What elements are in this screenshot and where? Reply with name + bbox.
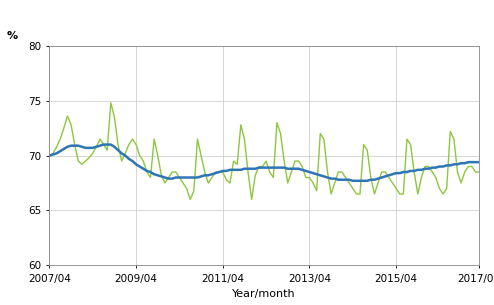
Employment rate xyxy=(165,176,171,179)
Line: Employment rate: Employment rate xyxy=(49,103,479,199)
Employment rate, trend xyxy=(476,160,482,164)
Employment rate xyxy=(393,187,399,190)
Employment rate xyxy=(108,101,114,105)
Employment rate, trend xyxy=(350,179,356,183)
Employment rate, trend xyxy=(288,167,294,170)
Employment rate, trend xyxy=(101,143,107,146)
Employment rate, trend xyxy=(140,167,146,170)
X-axis label: Year/month: Year/month xyxy=(233,289,296,299)
Employment rate xyxy=(292,159,298,163)
Employment rate, trend xyxy=(165,177,171,181)
Employment rate xyxy=(350,187,356,190)
Employment rate, trend xyxy=(46,154,52,157)
Employment rate xyxy=(476,170,482,174)
Employment rate xyxy=(469,165,475,168)
Employment rate, trend xyxy=(393,171,399,175)
Line: Employment rate, trend: Employment rate, trend xyxy=(49,145,479,181)
Text: %: % xyxy=(6,31,18,41)
Employment rate, trend xyxy=(346,178,352,181)
Employment rate xyxy=(187,198,193,201)
Employment rate xyxy=(46,155,52,159)
Employment rate, trend xyxy=(469,160,475,164)
Employment rate xyxy=(140,159,146,163)
